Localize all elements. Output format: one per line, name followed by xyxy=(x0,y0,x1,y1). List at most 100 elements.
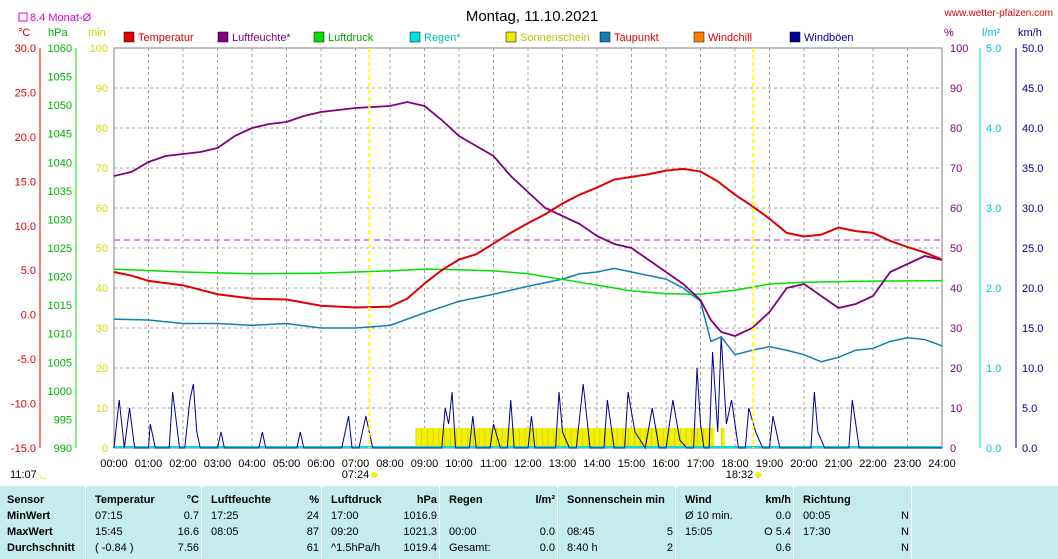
sunshine-min-tick-label: 20 xyxy=(96,363,108,375)
table-cell-time: 15:45 xyxy=(95,526,123,538)
wind-tick-label: 35.0 xyxy=(1022,163,1043,175)
wind-tick-label: 50.0 xyxy=(1022,43,1043,55)
table-cell-value: N xyxy=(901,542,909,554)
table-cell-time: 00:05 xyxy=(803,510,831,522)
wind-tick-label: 0.0 xyxy=(1022,443,1037,455)
table-header-unit: % xyxy=(309,494,319,506)
humidity-tick-label: 70 xyxy=(950,163,962,175)
table-cell-value: 1021.3 xyxy=(403,526,437,538)
temp-tick-label: 5.0 xyxy=(21,265,36,277)
table-cell-value: 16.6 xyxy=(177,526,199,538)
temp-tick-label: 20.0 xyxy=(15,132,36,144)
time-tick-label: 20:00 xyxy=(790,458,818,470)
temp-tick-label: 30.0 xyxy=(15,43,36,55)
table-cell-value: 0.0 xyxy=(539,526,555,538)
humidity-tick-label: 50 xyxy=(950,243,962,255)
legend-label: Sonnenschein xyxy=(520,32,590,44)
pressure-tick-label: 1060 xyxy=(48,43,72,55)
table-cell-time: Gesamt: xyxy=(449,542,491,554)
temp-tick-label: -5.0 xyxy=(17,354,36,366)
table-cell-value: 1019.4 xyxy=(403,542,437,554)
time-tick-label: 15:00 xyxy=(618,458,646,470)
table-cell-value: 1016.9 xyxy=(403,510,437,522)
pressure-tick-label: 995 xyxy=(54,414,72,426)
table-header: Sonnenschein min xyxy=(567,494,665,506)
temp-tick-label: 10.0 xyxy=(15,221,36,233)
table-column-separator xyxy=(675,486,676,559)
table-cell-value: O 5.4 xyxy=(764,526,791,538)
monthly-average-label: 8.4 Monat-Ø xyxy=(30,12,92,24)
table-cell-value: N xyxy=(901,526,909,538)
wind-tick-label: 20.0 xyxy=(1022,283,1043,295)
wind-tick-label: 10.0 xyxy=(1022,363,1043,375)
temp-tick-label: 0.0 xyxy=(21,310,36,322)
rain-unit-label: l/m² xyxy=(982,27,1001,39)
time-tick-label: 21:00 xyxy=(825,458,853,470)
series-line-taupunkt xyxy=(113,267,943,363)
chart-title: Montag, 11.10.2021 xyxy=(466,8,598,25)
table-cell-time: 08:45 xyxy=(567,526,595,538)
legend-swatch xyxy=(789,31,801,43)
table-cell-value: 0.6 xyxy=(775,542,791,554)
table-column-separator xyxy=(439,486,440,559)
table-cell-value: 7.56 xyxy=(177,542,199,554)
table-header: Richtung xyxy=(803,494,851,506)
pressure-tick-label: 1000 xyxy=(48,386,72,398)
temp-tick-label: 25.0 xyxy=(15,87,36,99)
weather-chart: 30.0 25.0 20.0 15.0 10.0 5.0 0.0 -5.0 -10.0 -15.0… xyxy=(10,8,1053,481)
moon-icon xyxy=(39,472,47,480)
legend-label: Taupunkt xyxy=(614,32,659,44)
sunshine-min-tick-label: 60 xyxy=(96,203,108,215)
table-header: Luftdruck xyxy=(331,494,382,506)
legend-label: Luftdruck xyxy=(328,32,374,44)
time-tick-label: 01:00 xyxy=(135,458,163,470)
source-label: www.wetter-pfalzen.com xyxy=(944,8,1053,19)
wind-tick-label: 25.0 xyxy=(1022,243,1043,255)
temp-unit-label: °C xyxy=(18,27,30,39)
table-cell-time: ( -0.84 ) xyxy=(95,542,134,554)
pressure-tick-label: 1050 xyxy=(48,100,72,112)
table-header: Wind xyxy=(685,494,712,506)
time-tick-label: 06:00 xyxy=(307,458,335,470)
table-header: Regen xyxy=(449,494,483,506)
time-tick-label: 23:00 xyxy=(894,458,922,470)
table-header: Temperatur xyxy=(95,494,155,506)
time-tick-label: 02:00 xyxy=(169,458,197,470)
series-line-temperatur xyxy=(113,167,943,309)
table-header: Luftfeuchte xyxy=(211,494,271,506)
series-line-luftdruck xyxy=(113,268,943,296)
sunset-time: 18:32 xyxy=(726,469,754,481)
pressure-tick-label: 1055 xyxy=(48,72,72,84)
moon-time: 11:07 xyxy=(10,469,37,481)
wind-tick-label: 45.0 xyxy=(1022,83,1043,95)
pressure-tick-label: 1045 xyxy=(48,129,72,141)
time-tick-label: 16:00 xyxy=(652,458,680,470)
table-header-unit: hPa xyxy=(416,494,437,506)
humidity-tick-label: 20 xyxy=(950,363,962,375)
sunrise-icon xyxy=(371,472,378,478)
sunshine-min-tick-label: 30 xyxy=(96,323,108,335)
time-tick-label: 14:00 xyxy=(583,458,611,470)
table-header-unit: °C xyxy=(186,494,199,506)
rain-tick-label: 0.0 xyxy=(986,443,1001,455)
pressure-tick-label: 1040 xyxy=(48,157,72,169)
table-cell-value: 5 xyxy=(666,526,673,538)
humidity-tick-label: 80 xyxy=(950,123,962,135)
pressure-tick-label: 1005 xyxy=(48,357,72,369)
legend-swatch xyxy=(313,31,325,43)
sunrise-time: 07:24 xyxy=(342,469,370,481)
time-tick-label: 19:00 xyxy=(756,458,784,470)
rain-tick-label: 4.0 xyxy=(986,123,1001,135)
time-tick-label: 18:00 xyxy=(721,458,749,470)
wind-tick-label: 30.0 xyxy=(1022,203,1043,215)
table-cell-time: ^1.5hPa/h xyxy=(331,542,381,554)
humidity-tick-label: 40 xyxy=(950,283,962,295)
time-tick-label: 24:00 xyxy=(928,458,956,470)
humidity-tick-label: 0 xyxy=(950,443,956,455)
time-tick-label: 03:00 xyxy=(204,458,232,470)
rain-tick-label: 1.0 xyxy=(986,363,1001,375)
table-cell-value: 87 xyxy=(306,526,319,538)
sunshine-min-tick-label: 70 xyxy=(96,163,108,175)
legend-swatch xyxy=(693,31,705,43)
time-tick-label: 12:00 xyxy=(514,458,542,470)
